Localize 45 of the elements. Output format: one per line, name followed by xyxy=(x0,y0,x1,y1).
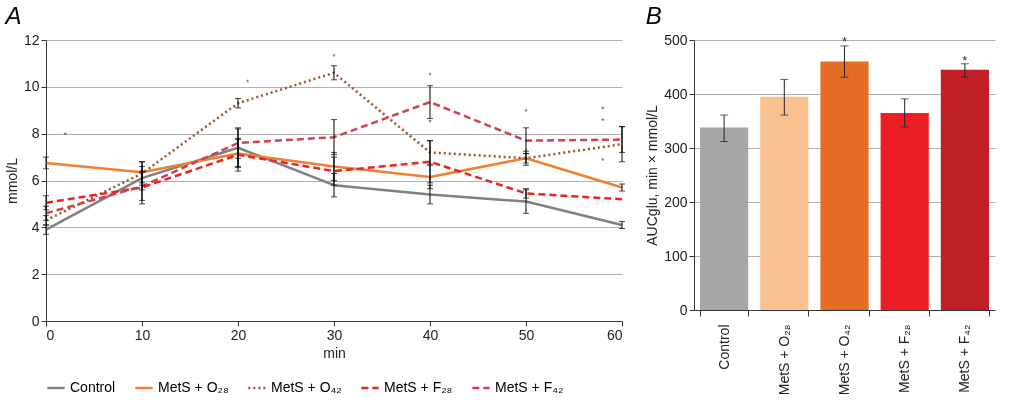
bar xyxy=(760,96,809,310)
bar xyxy=(820,61,869,310)
line-series xyxy=(44,152,624,189)
x-tick-label: 40 xyxy=(422,326,439,343)
point xyxy=(600,157,605,162)
x-tick-label: MetS + O₂₈ xyxy=(775,324,792,396)
point xyxy=(63,131,68,136)
y-tick-label: 6 xyxy=(31,172,40,188)
x-tick-label: 50 xyxy=(518,326,535,343)
y-tick-label: 0 xyxy=(31,312,40,329)
point xyxy=(245,79,250,83)
x-tick-label: 10 xyxy=(134,326,151,343)
x-tick-label: 60 xyxy=(606,326,623,343)
y-tick-label: 8 xyxy=(31,125,40,142)
bar xyxy=(880,112,929,310)
chart-title: A xyxy=(3,2,22,29)
chart-title: B xyxy=(645,2,662,29)
x-tick-label: MetS + O₄₂ xyxy=(836,324,852,396)
y-tick-label: 100 xyxy=(664,247,688,264)
x-tick-label: 20 xyxy=(230,326,247,343)
x-tick-label: MetS + F₄₂ xyxy=(956,324,973,393)
x-tick-label: Control xyxy=(715,324,732,370)
line-series xyxy=(44,153,624,204)
y-tick-label: 10 xyxy=(23,78,40,95)
point xyxy=(600,117,605,122)
y-axis-title: mmol/L xyxy=(3,157,20,204)
point xyxy=(428,118,432,123)
y-tick-label: 12 xyxy=(23,31,40,48)
x-tick-label: MetS + F₂₈ xyxy=(896,324,913,393)
point xyxy=(600,106,605,110)
y-tick-label: 400 xyxy=(664,85,688,102)
y-tick-label: 200 xyxy=(664,193,688,210)
x-tick-label: 0 xyxy=(46,326,55,343)
y-tick-label: 300 xyxy=(664,139,688,156)
y-axis-title: AUCglu, min × mmol/L xyxy=(644,105,661,246)
y-tick-label: 500 xyxy=(664,31,688,48)
bar xyxy=(940,69,989,310)
y-tick-label: 4 xyxy=(31,218,40,235)
y-tick-label: 2 xyxy=(31,265,40,282)
y-tick-label: 0 xyxy=(679,301,688,318)
point xyxy=(428,72,432,76)
x-axis-title: min xyxy=(323,344,346,361)
annotation: * xyxy=(962,52,968,68)
x-tick-label: 30 xyxy=(326,326,343,343)
annotation: * xyxy=(841,34,848,50)
